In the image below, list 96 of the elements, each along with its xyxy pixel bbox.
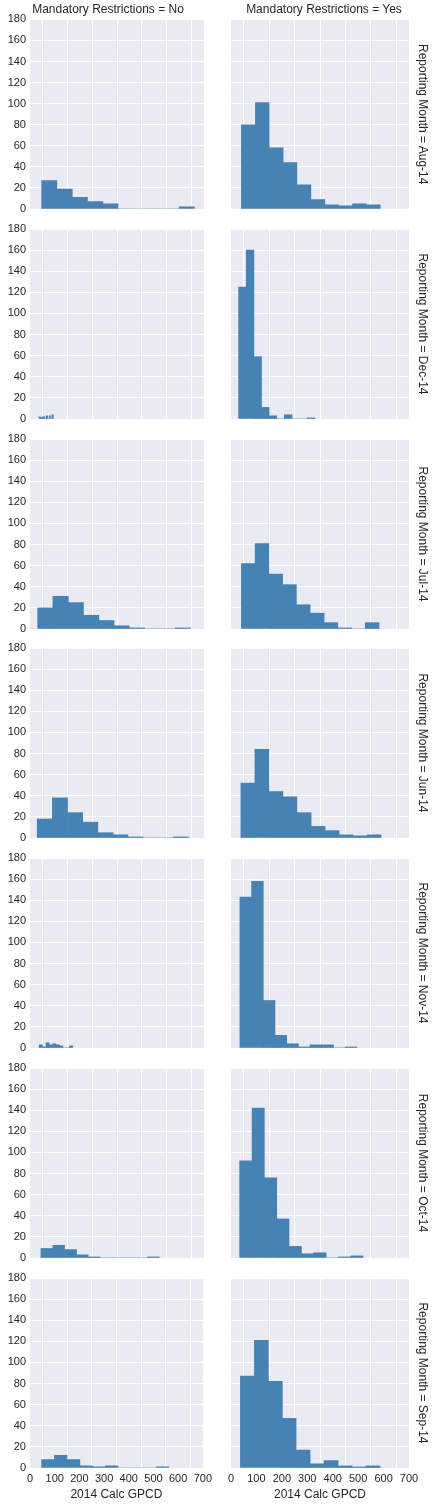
x-axis-title: 2014 Calc GPCD — [70, 1487, 163, 1502]
y-tick-label: 60 — [13, 138, 26, 151]
y-tick-label: 180 — [7, 1271, 26, 1284]
y2-axis-title: Reporting Month = Dec-14 — [416, 253, 431, 395]
y-tick-label: 40 — [13, 1208, 26, 1221]
x-tick-label: 200 — [70, 1471, 89, 1484]
y2-axis-title: Reporting Month = Sep-14 — [416, 1302, 431, 1444]
y-tick-label: 80 — [13, 746, 26, 759]
y-tick-label: 140 — [7, 893, 26, 906]
y-tick-label: 20 — [13, 809, 26, 822]
x-tick-label: 500 — [348, 1471, 368, 1484]
y-tick-label: 100 — [7, 1145, 26, 1158]
y-tick-label: 180 — [7, 641, 26, 654]
y-tick-label: 160 — [7, 872, 26, 885]
x-tick-label: 500 — [144, 1471, 163, 1484]
y-tick-label: 80 — [13, 327, 26, 340]
y-tick-label: 160 — [7, 453, 26, 466]
y-tick-label: 140 — [7, 1103, 26, 1116]
y2-axis-title: Reporting Month = Nov-14 — [416, 882, 431, 1024]
y-tick-label: 180 — [7, 222, 26, 235]
y-tick-label: 160 — [7, 662, 26, 675]
x-tick-label: 700 — [399, 1471, 419, 1484]
x-tick-label: 400 — [323, 1471, 342, 1484]
y-tick-label: 40 — [13, 579, 26, 592]
y-tick-label: 80 — [13, 1376, 26, 1389]
y-tick-label: 160 — [7, 243, 26, 256]
y-tick-label: 120 — [7, 704, 26, 717]
y-tick-label: 180 — [7, 851, 26, 864]
y-tick-label: 160 — [7, 1082, 26, 1095]
y-tick-label: 20 — [13, 600, 26, 613]
y-tick-label: 40 — [13, 788, 26, 801]
x-tick-label: 0 — [227, 1471, 235, 1484]
y-tick-label: 0 — [19, 1461, 26, 1474]
y-tick-label: 180 — [7, 432, 26, 445]
y-tick-label: 20 — [13, 1019, 26, 1032]
y-tick-label: 20 — [13, 1229, 26, 1242]
y-tick-label: 20 — [13, 390, 26, 403]
y-tick-label: 80 — [13, 1166, 26, 1179]
y-tick-label: 120 — [7, 1334, 26, 1347]
y-tick-label: 100 — [7, 516, 26, 529]
x-tick-label: 700 — [193, 1471, 212, 1484]
y-tick-label: 60 — [13, 1397, 26, 1410]
chart-title: Mandatory Restrictions = No — [32, 1, 185, 16]
y-tick-label: 20 — [13, 180, 26, 193]
y-tick-label: 140 — [7, 1313, 26, 1326]
x-tick-label: 100 — [247, 1471, 266, 1484]
y-tick-label: 40 — [13, 998, 26, 1011]
y-tick-label: 60 — [13, 977, 26, 990]
y2-axis-title: Reporting Month = Jun-14 — [416, 673, 431, 813]
y-tick-label: 40 — [13, 1418, 26, 1431]
y-tick-label: 180 — [7, 1061, 26, 1074]
y-tick-label: 180 — [7, 12, 26, 25]
y-tick-label: 0 — [19, 622, 26, 635]
y-tick-label: 100 — [7, 935, 26, 948]
y2-axis-title: Reporting Month = Aug-14 — [416, 43, 431, 185]
x-tick-label: 400 — [119, 1471, 138, 1484]
x-tick-label: 600 — [374, 1471, 393, 1484]
y-tick-label: 120 — [7, 285, 26, 298]
y-tick-label: 100 — [7, 1355, 26, 1368]
y-tick-label: 120 — [7, 75, 26, 88]
y-tick-label: 100 — [7, 306, 26, 319]
y-tick-label: 0 — [19, 412, 26, 425]
y-tick-label: 160 — [7, 1292, 26, 1305]
y-tick-label: 40 — [13, 369, 26, 382]
y-tick-label: 60 — [13, 558, 26, 571]
y2-axis-title: Reporting Month = Oct-14 — [416, 1093, 431, 1233]
x-tick-label: 100 — [45, 1471, 64, 1484]
y-tick-label: 120 — [7, 914, 26, 927]
y-tick-label: 60 — [13, 1187, 26, 1200]
chart-title: Mandatory Restrictions = Yes — [246, 1, 402, 16]
y-tick-label: 80 — [13, 956, 26, 969]
y-tick-label: 100 — [7, 725, 26, 738]
y-tick-label: 140 — [7, 683, 26, 696]
y-tick-label: 0 — [19, 1251, 26, 1264]
y-tick-label: 120 — [7, 1124, 26, 1137]
x-tick-label: 600 — [168, 1471, 188, 1484]
y-tick-label: 60 — [13, 348, 26, 361]
x-tick-label: 300 — [298, 1471, 317, 1484]
y-tick-label: 120 — [7, 495, 26, 508]
y-tick-label: 20 — [13, 1439, 26, 1452]
x-tick-label: 200 — [272, 1471, 292, 1484]
x-tick-label: 300 — [94, 1471, 114, 1484]
y-tick-label: 100 — [7, 96, 26, 109]
y-tick-label: 80 — [13, 537, 26, 550]
y-tick-label: 80 — [13, 117, 26, 130]
y-tick-label: 160 — [7, 33, 26, 46]
y-tick-label: 0 — [19, 831, 26, 844]
y-tick-label: 140 — [7, 264, 26, 277]
y-tick-label: 140 — [7, 54, 26, 67]
x-axis-title: 2014 Calc GPCD — [273, 1487, 367, 1502]
y2-axis-title: Reporting Month = Jul-14 — [416, 466, 431, 602]
y-tick-label: 0 — [19, 1041, 26, 1054]
y-tick-label: 60 — [13, 767, 26, 780]
y-tick-label: 40 — [13, 159, 26, 172]
y-tick-label: 0 — [19, 202, 26, 215]
y-tick-label: 140 — [7, 474, 26, 487]
